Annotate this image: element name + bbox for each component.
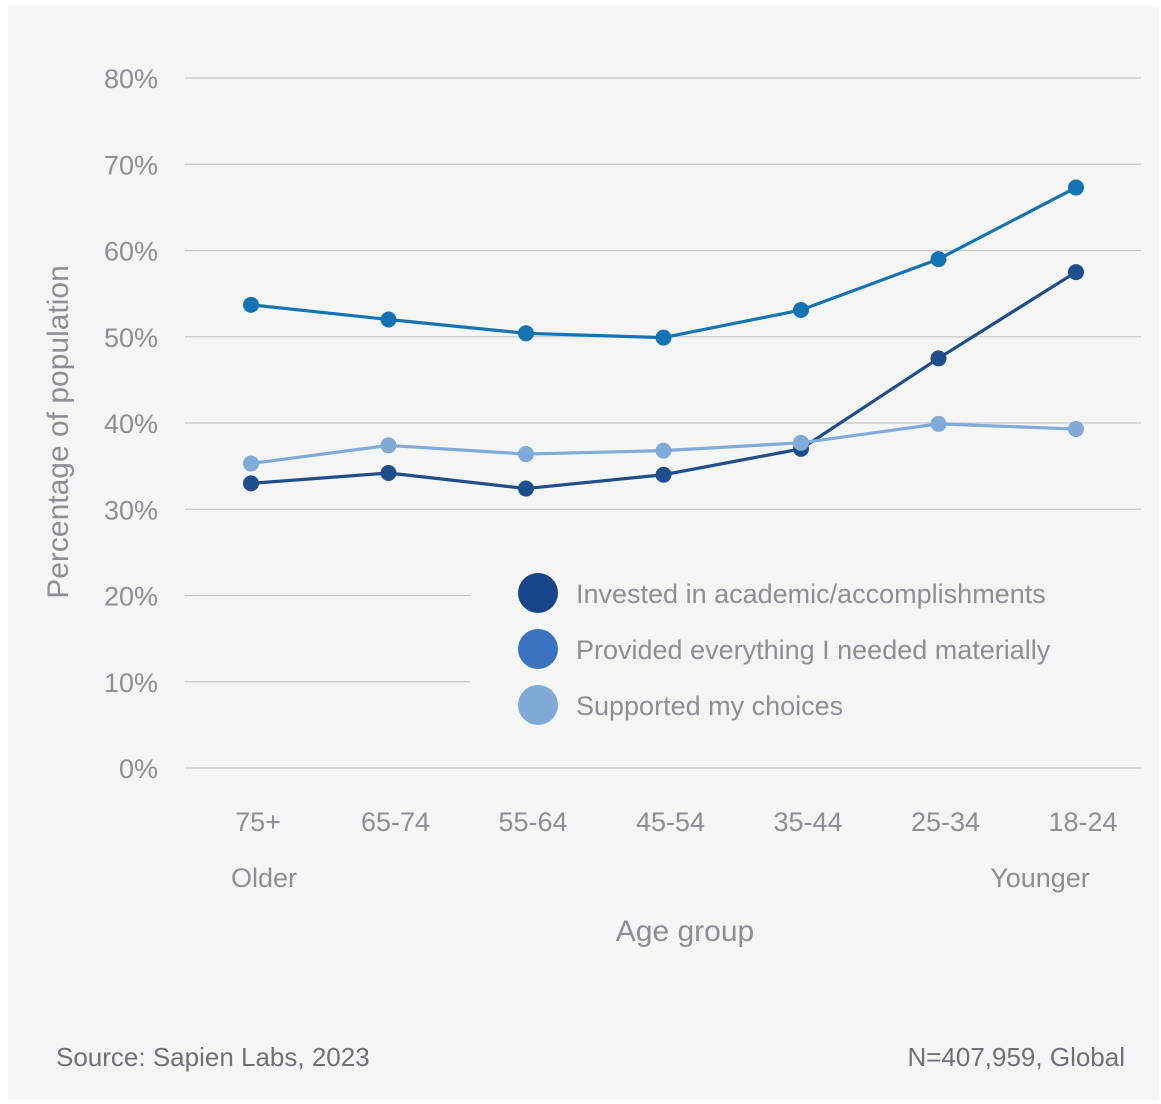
data-point-s2-4 bbox=[793, 434, 809, 451]
data-point-s2-3 bbox=[655, 442, 672, 459]
y-tick-label: 10% bbox=[104, 668, 158, 698]
data-point-s0-5 bbox=[930, 350, 947, 367]
x-tick-label: 18-24 bbox=[1048, 807, 1117, 837]
data-point-s0-2 bbox=[518, 480, 534, 497]
data-point-s1-3 bbox=[655, 329, 672, 346]
x-tick-label: 65-74 bbox=[361, 807, 430, 837]
data-point-s2-6 bbox=[1068, 421, 1084, 438]
legend-label-0: Invested in academic/accomplishments bbox=[576, 579, 1046, 609]
data-point-s2-1 bbox=[380, 437, 397, 454]
x-tick-label: 25-34 bbox=[911, 807, 980, 837]
y-tick-label: 30% bbox=[104, 495, 158, 525]
data-point-s0-6 bbox=[1068, 264, 1084, 281]
legend-marker-2 bbox=[518, 685, 558, 725]
data-point-s1-4 bbox=[793, 302, 809, 319]
data-point-s2-5 bbox=[930, 415, 947, 432]
data-point-s1-0 bbox=[243, 296, 259, 313]
data-point-s0-0 bbox=[243, 475, 259, 492]
legend-label-2: Supported my choices bbox=[576, 691, 843, 721]
x-tick-label: 75+ bbox=[235, 807, 281, 837]
y-tick-label: 40% bbox=[104, 409, 158, 439]
data-point-s0-1 bbox=[380, 465, 397, 482]
y-tick-label: 80% bbox=[104, 64, 158, 94]
line-chart: 0% 10% 20% 30% 40% 50% 60% 70% 80% 75+ 65-74 55-64 4… bbox=[42, 64, 1141, 948]
x-sublabel-older: Older bbox=[231, 863, 297, 893]
x-tick-label: 35-44 bbox=[773, 807, 842, 837]
data-point-s1-6 bbox=[1068, 179, 1084, 196]
x-tick-label: 55-64 bbox=[498, 807, 567, 837]
data-point-s1-2 bbox=[518, 325, 534, 342]
data-point-s1-1 bbox=[380, 311, 397, 328]
legend-marker-0 bbox=[518, 573, 558, 613]
x-axis-title: Age group bbox=[616, 915, 754, 948]
y-tick-label: 50% bbox=[104, 323, 158, 353]
x-tick-label: 45-54 bbox=[636, 807, 705, 837]
y-tick-label: 0% bbox=[119, 754, 158, 784]
data-point-s1-5 bbox=[930, 251, 947, 268]
data-point-s0-3 bbox=[655, 466, 672, 483]
chart-card: 0% 10% 20% 30% 40% 50% 60% 70% 80% 75+ 65-74 55-64 4… bbox=[8, 6, 1159, 1100]
legend-label-1: Provided everything I needed materially bbox=[576, 635, 1051, 665]
source-note: Source: Sapien Labs, 2023 bbox=[56, 1042, 370, 1072]
x-sublabel-younger: Younger bbox=[990, 863, 1090, 893]
data-point-s2-2 bbox=[518, 446, 534, 463]
series-line-1 bbox=[250, 186, 1077, 340]
y-tick-label: 20% bbox=[104, 582, 158, 612]
sample-note: N=407,959, Global bbox=[907, 1042, 1125, 1072]
y-tick-label: 60% bbox=[104, 237, 158, 267]
y-tick-label: 70% bbox=[104, 150, 158, 180]
legend-marker-1 bbox=[518, 629, 558, 669]
y-axis-title: Percentage of population bbox=[42, 265, 75, 599]
data-point-s2-0 bbox=[243, 455, 259, 472]
